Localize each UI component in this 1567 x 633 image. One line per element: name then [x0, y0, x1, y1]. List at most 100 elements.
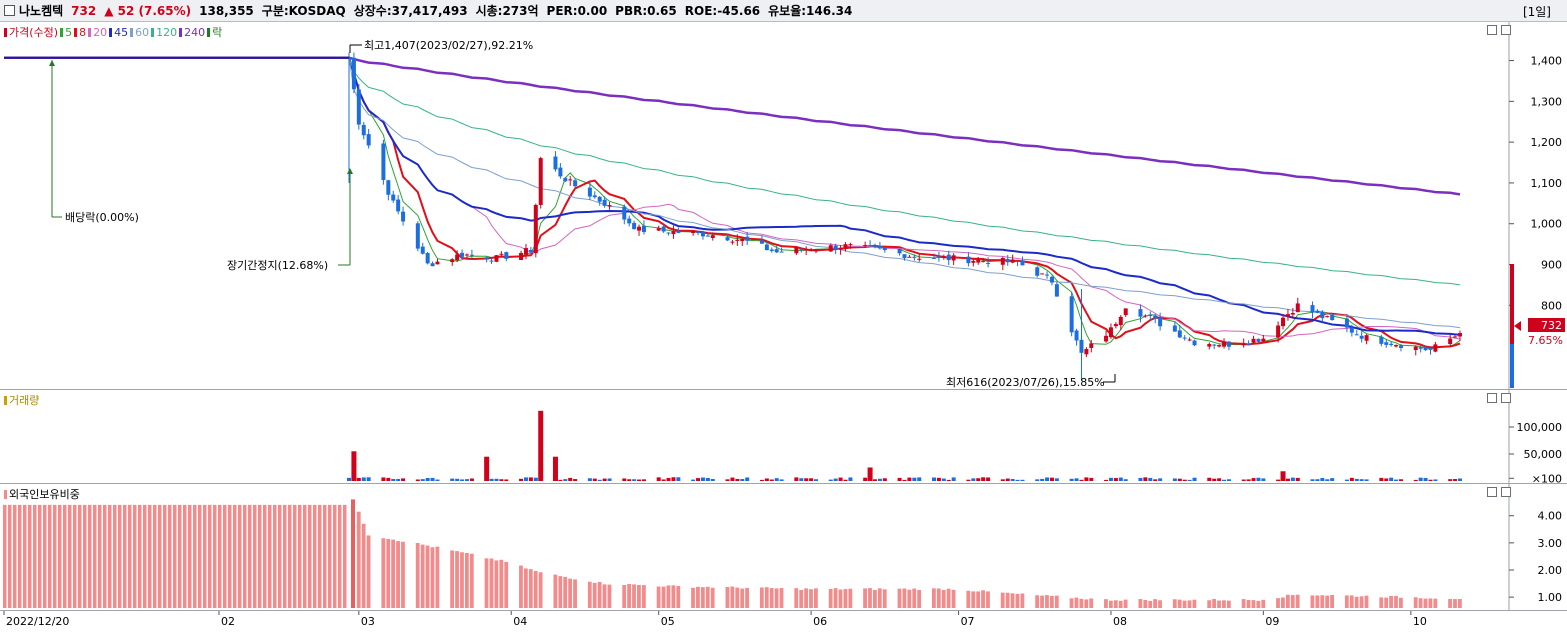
- candle-body: [873, 245, 878, 248]
- candle-body: [1379, 336, 1384, 344]
- legend-label: 락: [212, 26, 223, 39]
- candle-body: [848, 244, 853, 246]
- date-tick-label: 2022/12/20: [6, 615, 69, 628]
- period-selector[interactable]: [1일]: [1522, 5, 1551, 19]
- candle-body: [833, 245, 838, 250]
- foreign-bar: [607, 584, 612, 608]
- foreign-bar: [1241, 599, 1246, 608]
- foreign-bar: [68, 504, 72, 608]
- candle-body: [981, 260, 986, 262]
- foreign-bar: [814, 588, 818, 608]
- current-price: 732: [71, 3, 97, 18]
- candle-body: [464, 254, 469, 256]
- price-chart[interactable]: 1,400 1,300 1,200 1,100 1,000 900 800 배당락(0.00…: [0, 22, 1567, 390]
- candle-body: [641, 225, 646, 233]
- candle-body: [558, 167, 563, 177]
- minimize-icon[interactable]: [1487, 25, 1497, 35]
- volume-bar: [1040, 478, 1045, 481]
- foreign-bar: [740, 588, 745, 608]
- candle-body: [730, 241, 735, 243]
- legend-item-6[interactable]: 120: [151, 26, 177, 39]
- volume-bar: [1320, 477, 1325, 481]
- foreign-bar: [1458, 598, 1462, 608]
- foreign-bar: [1349, 595, 1354, 608]
- foreign-bar: [123, 504, 127, 608]
- volume-bar: [1010, 479, 1015, 481]
- ma-45-line: [4, 56, 1461, 336]
- candle-body: [519, 252, 524, 260]
- volume-bar: [1153, 479, 1158, 481]
- foreign-ownership-chart[interactable]: 4.00 3.00 2.00 1.00: [0, 484, 1567, 611]
- legend-item-1[interactable]: 5: [60, 26, 72, 39]
- foreign-bar: [168, 504, 172, 608]
- legend-item-3[interactable]: 20: [88, 26, 107, 39]
- legend-item-5[interactable]: 60: [130, 26, 149, 39]
- volume-bar: [361, 477, 366, 481]
- candle-body: [1148, 314, 1153, 316]
- candle-body: [592, 195, 597, 198]
- foreign-bar: [1079, 598, 1084, 608]
- foreign-bar: [1054, 595, 1059, 608]
- close-icon[interactable]: [1501, 487, 1511, 497]
- volume-bar: [386, 477, 391, 481]
- foreign-bar: [1010, 593, 1015, 608]
- foreign-tick-label: 2.00: [1538, 564, 1563, 577]
- foreign-bar: [455, 551, 459, 608]
- candle-body: [563, 178, 568, 182]
- volume-bar: [1423, 478, 1428, 481]
- candle-body: [1217, 344, 1222, 347]
- candle-body: [1207, 343, 1212, 347]
- legend-item-2[interactable]: 8: [74, 26, 86, 39]
- foreign-bar: [1108, 600, 1113, 608]
- foreign-bar: [1153, 599, 1158, 608]
- close-icon[interactable]: [1501, 393, 1511, 403]
- foreign-bar: [769, 588, 774, 608]
- candle-body: [764, 244, 769, 251]
- listed-shares: 상장수:37,417,493: [353, 4, 468, 18]
- foreign-bar: [213, 504, 217, 608]
- volume-bar: [1108, 477, 1113, 481]
- foreign-bar: [622, 584, 627, 608]
- foreign-bar: [258, 504, 262, 608]
- candle-body: [769, 249, 774, 251]
- volume-chart[interactable]: 100,000 50,000 ×100: [0, 390, 1567, 484]
- volume-bar: [769, 479, 774, 481]
- volume-bar: [1212, 478, 1217, 481]
- minimize-icon[interactable]: [1487, 393, 1497, 403]
- select-checkbox[interactable]: [4, 5, 15, 16]
- candle-body: [1045, 274, 1050, 276]
- date-tick-label: 08: [1113, 615, 1127, 628]
- legend-item-8[interactable]: 락: [207, 26, 222, 39]
- candle-body: [587, 187, 592, 197]
- volume-bar: [528, 477, 533, 481]
- foreign-bar: [1359, 596, 1364, 608]
- minimize-icon[interactable]: [1487, 487, 1497, 497]
- candle-body: [538, 158, 543, 205]
- legend-label: 20: [93, 26, 108, 39]
- volume-bar: [1325, 479, 1330, 481]
- volume-bar: [430, 477, 435, 481]
- volume-bar: [971, 478, 976, 481]
- legend-item-0[interactable]: 가격(수정): [4, 26, 58, 39]
- stock-name[interactable]: 나노켐텍: [19, 4, 64, 18]
- foreign-bar: [946, 588, 951, 608]
- foreign-bar: [328, 504, 332, 608]
- legend-item-4[interactable]: 45: [109, 26, 128, 39]
- legend-label: 가격(수정): [9, 26, 59, 39]
- volume-bar: [425, 478, 430, 481]
- close-icon[interactable]: [1501, 25, 1511, 35]
- volume-bar: [1015, 479, 1020, 481]
- volume-bar: [347, 477, 351, 481]
- legend-item-7[interactable]: 240: [179, 26, 205, 39]
- foreign-bar: [425, 545, 430, 608]
- foreign-bar: [1246, 600, 1251, 608]
- candle-body: [1084, 349, 1089, 355]
- foreign-bar: [971, 591, 976, 608]
- candle-body: [794, 247, 799, 254]
- volume-bar: [691, 479, 696, 481]
- foreign-bar: [523, 568, 528, 608]
- candle-body: [1040, 273, 1045, 275]
- volume-peak-bar: [1280, 471, 1286, 481]
- foreign-bar: [1182, 600, 1187, 608]
- foreign-bar: [248, 504, 252, 608]
